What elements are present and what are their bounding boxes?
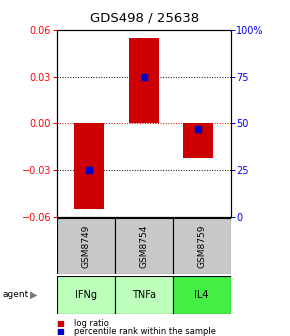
Bar <box>57 218 115 274</box>
Bar <box>173 218 231 274</box>
Text: agent: agent <box>3 290 29 299</box>
Text: GDS498 / 25638: GDS498 / 25638 <box>90 12 200 25</box>
Text: log ratio: log ratio <box>74 319 109 328</box>
Bar <box>183 124 213 158</box>
Text: GSM8749: GSM8749 <box>81 224 90 268</box>
Text: TNFa: TNFa <box>132 290 155 300</box>
Text: IFNg: IFNg <box>75 290 97 300</box>
Bar <box>57 276 115 314</box>
Text: GSM8754: GSM8754 <box>139 224 148 268</box>
Text: ▶: ▶ <box>30 290 37 300</box>
Text: percentile rank within the sample: percentile rank within the sample <box>74 328 216 336</box>
Bar <box>115 276 173 314</box>
Bar <box>173 276 231 314</box>
Text: IL4: IL4 <box>194 290 209 300</box>
Text: ■: ■ <box>57 319 64 328</box>
Bar <box>74 124 104 209</box>
Text: ■: ■ <box>57 328 64 336</box>
Bar <box>115 218 173 274</box>
Bar <box>128 38 159 124</box>
Text: GSM8759: GSM8759 <box>197 224 206 268</box>
